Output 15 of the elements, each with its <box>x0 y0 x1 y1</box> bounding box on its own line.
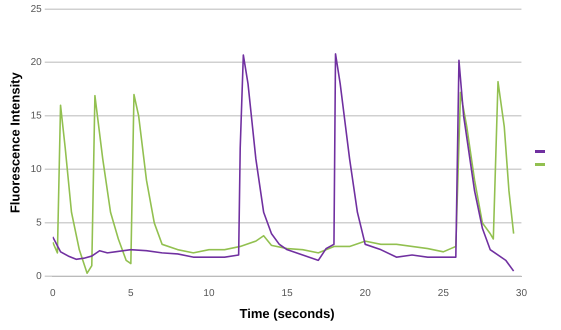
x-axis-title: Time (seconds) <box>240 306 335 321</box>
y-tick-label: 15 <box>30 110 42 122</box>
y-tick-label: 10 <box>30 164 42 176</box>
y-tick-label: 0 <box>36 271 42 282</box>
x-tick-label: 0 <box>50 288 56 300</box>
y-tick-label: 5 <box>36 218 42 229</box>
x-tick-label: 30 <box>516 288 528 300</box>
x-tick-label: 5 <box>128 288 134 300</box>
y-tick-label: 25 <box>30 4 42 15</box>
x-tick-label: 20 <box>360 288 372 300</box>
y-tick-label: 20 <box>30 57 42 68</box>
x-tick-label: 10 <box>203 288 215 300</box>
y-axis-title: Fluorescence Intensity <box>7 71 22 214</box>
x-tick-label: 25 <box>438 288 450 300</box>
x-tick-label: 15 <box>282 288 294 300</box>
